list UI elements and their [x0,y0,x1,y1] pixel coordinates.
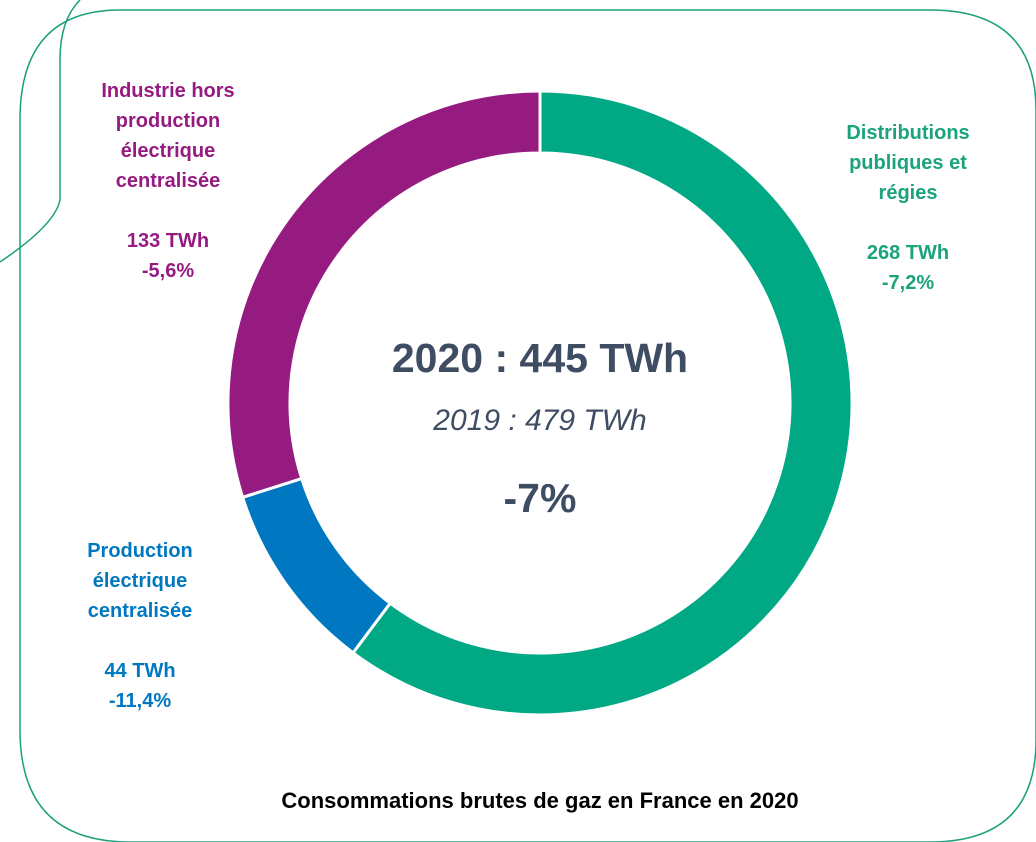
center-total: 2020 : 445 TWh [392,335,688,381]
value-label: 268 TWh [866,242,950,264]
donut-slice [350,89,854,717]
category-name: Distributions publiques et régies [846,122,970,204]
slice-label: Industrie hors production électrique cen… [70,76,266,286]
frame-line [0,0,81,263]
slice-label: Distributions publiques et régies 268 TWh… [818,118,998,298]
center-previous: 2019 : 479 TWh [432,404,646,437]
chart-title: Consommations brutes de gaz en France en… [281,788,798,813]
center-change: -7% [504,475,577,521]
donut [226,89,854,717]
category-name: Production électrique centralisée [87,540,193,622]
change-label: -5,6% [141,260,195,282]
value-label: 133 TWh [126,230,210,252]
change-label: -11,4% [108,690,172,712]
value-label: 44 TWh [104,660,176,682]
donut-slice [226,89,542,500]
slice-label: Production électrique centralisée 44 TWh -… [55,536,225,716]
change-label: -7,2% [881,272,935,294]
frame [19,9,1036,842]
category-name: Industrie hors production électrique cen… [101,80,235,192]
donut-slice [240,476,393,655]
